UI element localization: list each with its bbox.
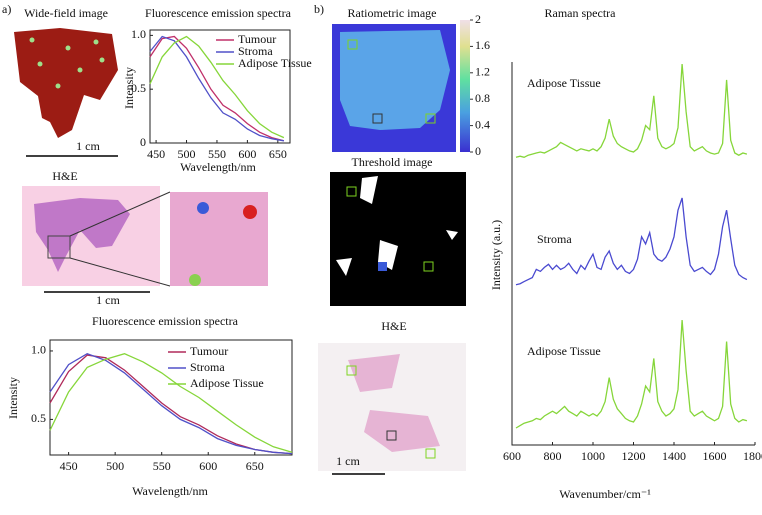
y-tick-label: 1.0 bbox=[131, 27, 146, 41]
chart-title: Raman spectra bbox=[545, 6, 617, 20]
panel-label: b) bbox=[314, 2, 324, 16]
series-annotation: Adipose Tissue bbox=[527, 76, 601, 90]
x-tick-label: 550 bbox=[153, 459, 171, 473]
legend-label: Stroma bbox=[238, 44, 273, 58]
x-tick-label: 450 bbox=[60, 459, 78, 473]
x-tick-label: 600 bbox=[503, 449, 521, 463]
panel-label: a) bbox=[2, 2, 11, 16]
x-tick-label: 800 bbox=[544, 449, 562, 463]
y-axis-label: Intensity (a.u.) bbox=[489, 220, 503, 290]
legend-label: Stroma bbox=[190, 360, 225, 374]
scale-label: 1 cm bbox=[96, 293, 120, 307]
chart-title: Fluorescence emission spectra bbox=[145, 6, 292, 20]
scale-label: 1 cm bbox=[76, 139, 100, 153]
series-line bbox=[515, 63, 748, 158]
x-tick-label: 1200 bbox=[622, 449, 646, 463]
series-line bbox=[49, 353, 293, 453]
x-axis-label: Wavelength/nm bbox=[180, 160, 256, 174]
legend-label: Adipose Tissue bbox=[190, 376, 264, 390]
scale-label: 1 cm bbox=[336, 454, 360, 468]
series-line bbox=[149, 35, 285, 142]
image-title: H&E bbox=[381, 319, 406, 333]
x-tick-label: 450 bbox=[147, 147, 165, 161]
x-tick-label: 550 bbox=[208, 147, 226, 161]
wide-field-image bbox=[14, 28, 118, 157]
series-line bbox=[515, 319, 748, 429]
image-title: H&E bbox=[52, 169, 77, 183]
colorbar-tick-label: 0 bbox=[475, 144, 481, 158]
y-tick-label: 1.0 bbox=[31, 343, 46, 357]
x-tick-label: 500 bbox=[178, 147, 196, 161]
colorbar-tick-label: 1.6 bbox=[475, 38, 490, 52]
series-line bbox=[49, 352, 293, 455]
x-axis-label: Wavenumber/cm⁻¹ bbox=[559, 487, 651, 501]
series-line bbox=[149, 35, 285, 142]
x-axis-label: Wavelength/nm bbox=[132, 484, 208, 498]
x-tick-label: 1600 bbox=[703, 449, 727, 463]
x-tick-label: 1400 bbox=[662, 449, 686, 463]
y-axis-label: Intensity bbox=[122, 67, 136, 109]
image-title: Ratiometric image bbox=[348, 6, 437, 20]
legend-label: Adipose Tissue bbox=[238, 56, 312, 70]
x-tick-label: 1000 bbox=[581, 449, 605, 463]
colorbar-tick-label: 2 bbox=[475, 12, 481, 26]
plot-frame bbox=[49, 339, 293, 456]
x-tick-label: 600 bbox=[199, 459, 217, 473]
y-tick-label: 0 bbox=[140, 135, 146, 149]
series-annotation: Adipose Tissue bbox=[527, 344, 601, 358]
x-tick-label: 650 bbox=[246, 459, 264, 473]
chart-title: Fluorescence emission spectra bbox=[92, 314, 239, 328]
series-line bbox=[49, 354, 293, 455]
series-line bbox=[149, 35, 285, 139]
threshold-image bbox=[330, 172, 466, 306]
ratiometric-image bbox=[332, 20, 470, 152]
plot-frame bbox=[149, 29, 291, 144]
series-line bbox=[515, 197, 748, 286]
colorbar-tick-label: 0.8 bbox=[475, 91, 490, 105]
colorbar-tick-label: 0.4 bbox=[475, 117, 490, 131]
x-tick-label: 500 bbox=[106, 459, 124, 473]
y-tick-label: 0.5 bbox=[31, 411, 46, 425]
y-axis-label: Intensity bbox=[6, 377, 20, 419]
x-tick-label: 1800 bbox=[743, 449, 762, 463]
x-tick-label: 650 bbox=[269, 147, 287, 161]
he-image bbox=[318, 343, 466, 475]
x-tick-label: 600 bbox=[238, 147, 256, 161]
colorbar-tick-label: 1.2 bbox=[475, 65, 490, 79]
image-title: Wide-field image bbox=[24, 6, 108, 20]
series-annotation: Stroma bbox=[537, 232, 572, 246]
image-title: Threshold image bbox=[352, 155, 433, 169]
he-image bbox=[22, 186, 268, 293]
legend-label: Tumour bbox=[190, 344, 228, 358]
y-tick-label: 0.5 bbox=[131, 81, 146, 95]
legend-label: Tumour bbox=[238, 32, 276, 46]
